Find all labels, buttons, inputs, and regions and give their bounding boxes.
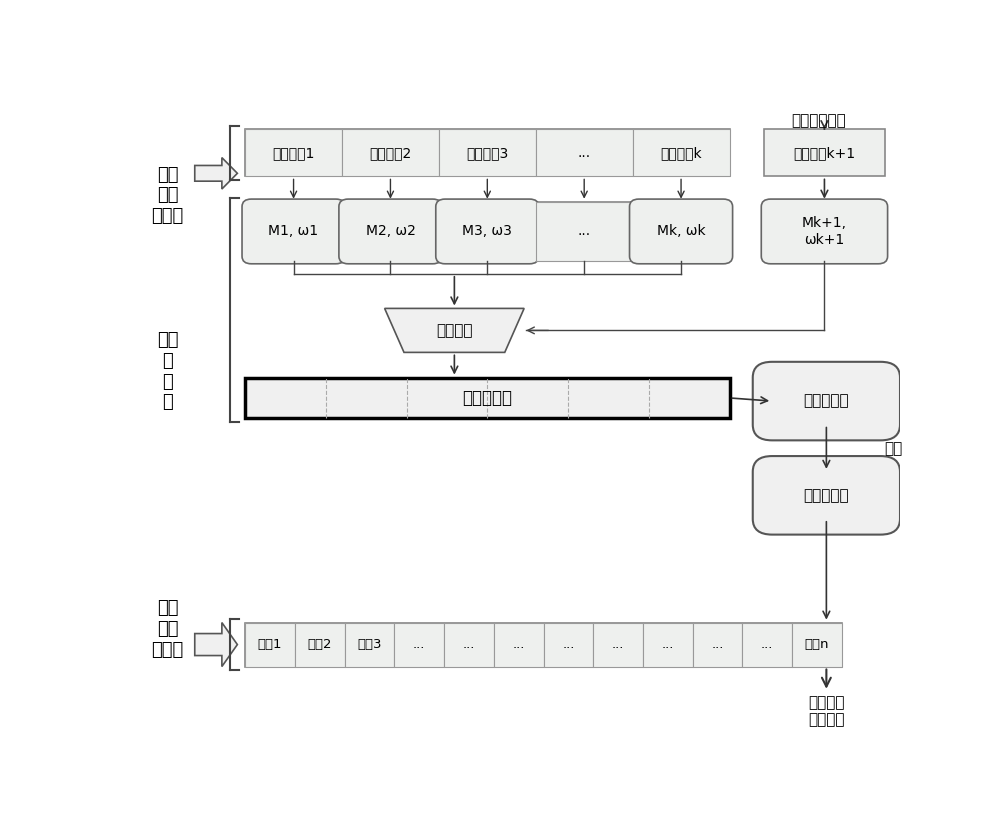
Text: 实时分类器: 实时分类器 [804, 488, 849, 503]
Text: ...: ... [562, 638, 575, 651]
Text: 最新子样本集: 最新子样本集 [791, 113, 846, 129]
Bar [792, 623, 842, 667]
Text: 子样本集k+1: 子样本集k+1 [793, 146, 856, 160]
FancyBboxPatch shape [339, 199, 442, 264]
Bar [342, 129, 439, 176]
Bar [643, 623, 693, 667]
Bar [536, 129, 633, 176]
FancyBboxPatch shape [630, 199, 733, 264]
Text: ...: ... [512, 638, 525, 651]
Bar [693, 623, 742, 667]
Bar [494, 623, 544, 667]
Text: 样本2: 样本2 [307, 638, 332, 651]
Text: 样本1: 样本1 [258, 638, 282, 651]
Bar [245, 129, 342, 176]
Bar [245, 202, 730, 261]
Text: 子样本集k: 子样本集k [660, 146, 702, 160]
Polygon shape [195, 157, 237, 189]
Text: 样本3: 样本3 [357, 638, 382, 651]
Text: M1, ω1: M1, ω1 [268, 224, 319, 238]
FancyBboxPatch shape [242, 199, 345, 264]
Bar [394, 623, 444, 667]
Text: 实时
采样
数据流: 实时 采样 数据流 [152, 599, 184, 659]
Text: ...: ... [463, 638, 475, 651]
Bar [633, 202, 730, 261]
Bar [742, 623, 792, 667]
Bar [536, 202, 633, 261]
Text: ...: ... [662, 638, 674, 651]
Bar [342, 202, 439, 261]
Text: 子样本集1: 子样本集1 [272, 146, 315, 160]
Text: 优胜劣汰: 优胜劣汰 [436, 323, 473, 338]
FancyBboxPatch shape [753, 456, 900, 534]
Text: Mk, ωk: Mk, ωk [657, 224, 705, 238]
Text: 子样本集2: 子样本集2 [369, 146, 412, 160]
Text: ...: ... [413, 638, 425, 651]
FancyBboxPatch shape [436, 199, 539, 264]
FancyBboxPatch shape [753, 361, 900, 441]
Polygon shape [385, 308, 524, 353]
Bar [764, 202, 885, 261]
Bar [245, 623, 842, 667]
Bar [245, 378, 730, 419]
Bar [295, 623, 345, 667]
Bar [245, 129, 730, 176]
Bar [633, 129, 730, 176]
Bar [593, 623, 643, 667]
FancyBboxPatch shape [761, 199, 888, 264]
Bar [439, 202, 536, 261]
Text: ...: ... [711, 638, 724, 651]
Bar [345, 623, 394, 667]
Bar [444, 623, 494, 667]
Text: 更新: 更新 [885, 441, 903, 455]
Text: ...: ... [761, 638, 773, 651]
Text: M3, ω3: M3, ω3 [462, 224, 512, 238]
Text: ...: ... [578, 224, 591, 238]
Bar [764, 129, 885, 176]
Text: 样本n: 样本n [805, 638, 829, 651]
Polygon shape [195, 623, 237, 667]
Text: 在线分类器: 在线分类器 [804, 393, 849, 409]
Text: M2, ω2: M2, ω2 [366, 224, 415, 238]
Text: 在线
样本
数据流: 在线 样本 数据流 [152, 166, 184, 225]
Text: 子样霬集3: 子样霬集3 [466, 146, 508, 160]
Text: ...: ... [578, 146, 591, 160]
Text: 在线
自
学
习: 在线 自 学 习 [157, 331, 178, 411]
Text: 实时孤岛
检测结果: 实时孤岛 检测结果 [808, 695, 845, 727]
Bar [245, 202, 342, 261]
Text: 优选样本集: 优选样本集 [462, 389, 512, 407]
Bar [245, 623, 295, 667]
Bar [439, 129, 536, 176]
Text: ...: ... [612, 638, 624, 651]
Text: Mk+1,
ωk+1: Mk+1, ωk+1 [802, 216, 847, 246]
Bar [544, 623, 593, 667]
